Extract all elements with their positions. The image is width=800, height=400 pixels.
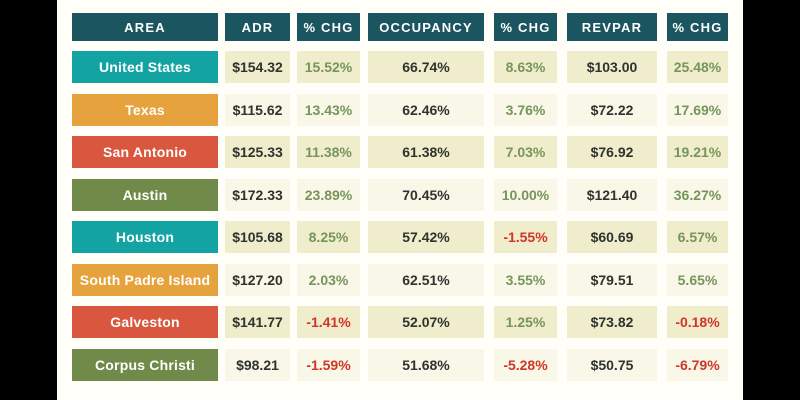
adr-chg-cell: 15.52% — [297, 51, 360, 83]
occupancy-cell: 51.68% — [368, 348, 484, 381]
occupancy-cell: 62.51% — [368, 263, 484, 296]
header-occ-chg: % CHG — [494, 13, 557, 41]
occ-chg-cell: -5.28% — [494, 348, 557, 381]
adr-chg-cell: -1.41% — [297, 306, 360, 338]
revpar-cell: $76.92 — [567, 136, 657, 168]
area-label: South Padre Island — [72, 263, 218, 296]
table-row: Houston $105.68 8.25% 57.42% -1.55% $60.… — [72, 221, 728, 253]
occupancy-cell: 57.42% — [368, 221, 484, 253]
area-label: Houston — [72, 221, 218, 253]
adr-cell: $105.68 — [225, 221, 290, 253]
header-revpar-chg: % CHG — [667, 13, 728, 41]
occupancy-cell: 70.45% — [368, 178, 484, 211]
table-row: Galveston $141.77 -1.41% 52.07% 1.25% $7… — [72, 306, 728, 338]
area-label: Austin — [72, 178, 218, 211]
occ-chg-cell: 8.63% — [494, 51, 557, 83]
header-area: AREA — [72, 13, 218, 41]
table-row: South Padre Island $127.20 2.03% 62.51% … — [72, 263, 728, 296]
adr-cell: $125.33 — [225, 136, 290, 168]
occ-chg-cell: 3.76% — [494, 93, 557, 126]
header-revpar: REVPAR — [567, 13, 657, 41]
adr-cell: $154.32 — [225, 51, 290, 83]
revpar-cell: $60.69 — [567, 221, 657, 253]
occupancy-cell: 52.07% — [368, 306, 484, 338]
revpar-cell: $72.22 — [567, 93, 657, 126]
table-panel: AREA ADR % CHG OCCUPANCY % CHG REVPAR % … — [57, 0, 743, 400]
adr-chg-cell: 11.38% — [297, 136, 360, 168]
occupancy-cell: 62.46% — [368, 93, 484, 126]
adr-cell: $127.20 — [225, 263, 290, 296]
adr-cell: $172.33 — [225, 178, 290, 211]
header-row: AREA ADR % CHG OCCUPANCY % CHG REVPAR % … — [72, 13, 728, 41]
adr-chg-cell: 13.43% — [297, 93, 360, 126]
area-label: Galveston — [72, 306, 218, 338]
hotel-metrics-table: AREA ADR % CHG OCCUPANCY % CHG REVPAR % … — [72, 13, 728, 391]
area-label: Texas — [72, 93, 218, 126]
revpar-chg-cell: -6.79% — [667, 348, 728, 381]
adr-cell: $141.77 — [225, 306, 290, 338]
area-label: United States — [72, 51, 218, 83]
table-row: San Antonio $125.33 11.38% 61.38% 7.03% … — [72, 136, 728, 168]
revpar-chg-cell: 5.65% — [667, 263, 728, 296]
table-row: Texas $115.62 13.43% 62.46% 3.76% $72.22… — [72, 93, 728, 126]
revpar-chg-cell: 25.48% — [667, 51, 728, 83]
header-adr-chg: % CHG — [297, 13, 360, 41]
revpar-chg-cell: -0.18% — [667, 306, 728, 338]
revpar-cell: $103.00 — [567, 51, 657, 83]
revpar-cell: $50.75 — [567, 348, 657, 381]
table-row: United States $154.32 15.52% 66.74% 8.63… — [72, 51, 728, 83]
area-label: San Antonio — [72, 136, 218, 168]
occ-chg-cell: 3.55% — [494, 263, 557, 296]
adr-cell: $115.62 — [225, 93, 290, 126]
adr-chg-cell: 8.25% — [297, 221, 360, 253]
adr-chg-cell: 23.89% — [297, 178, 360, 211]
occ-chg-cell: -1.55% — [494, 221, 557, 253]
occ-chg-cell: 7.03% — [494, 136, 557, 168]
occupancy-cell: 66.74% — [368, 51, 484, 83]
revpar-chg-cell: 17.69% — [667, 93, 728, 126]
table-row: Corpus Christi $98.21 -1.59% 51.68% -5.2… — [72, 348, 728, 381]
adr-chg-cell: 2.03% — [297, 263, 360, 296]
revpar-chg-cell: 6.57% — [667, 221, 728, 253]
area-label: Corpus Christi — [72, 348, 218, 381]
adr-chg-cell: -1.59% — [297, 348, 360, 381]
occ-chg-cell: 1.25% — [494, 306, 557, 338]
header-occupancy: OCCUPANCY — [368, 13, 484, 41]
revpar-cell: $73.82 — [567, 306, 657, 338]
table-row: Austin $172.33 23.89% 70.45% 10.00% $121… — [72, 178, 728, 211]
adr-cell: $98.21 — [225, 348, 290, 381]
occ-chg-cell: 10.00% — [494, 178, 557, 211]
revpar-chg-cell: 19.21% — [667, 136, 728, 168]
revpar-cell: $121.40 — [567, 178, 657, 211]
header-adr: ADR — [225, 13, 290, 41]
revpar-chg-cell: 36.27% — [667, 178, 728, 211]
occupancy-cell: 61.38% — [368, 136, 484, 168]
revpar-cell: $79.51 — [567, 263, 657, 296]
